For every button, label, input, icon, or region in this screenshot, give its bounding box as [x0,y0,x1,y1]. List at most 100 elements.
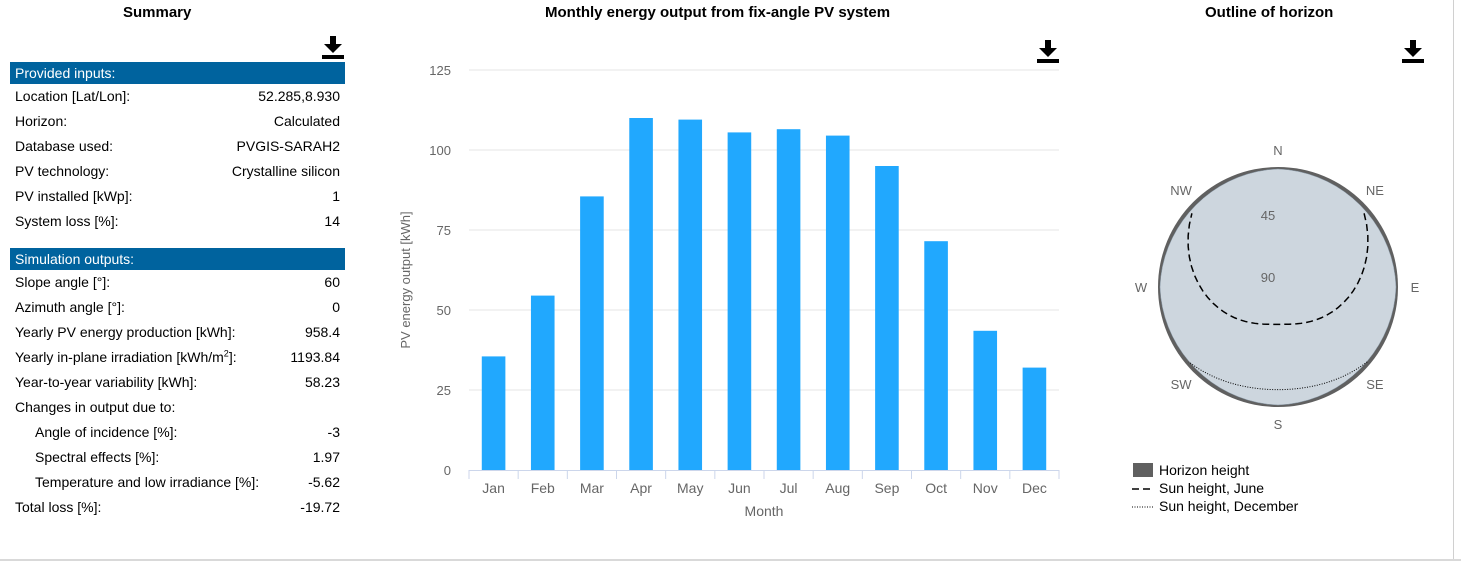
panel-border-right [1453,0,1454,560]
summary-row: Horizon: Calculated [10,109,345,134]
summary-row-value: 14 [324,213,340,229]
y-tick-label: 75 [437,223,451,238]
summary-row: Changes in output due to: [10,395,345,420]
summary-row: Yearly in-plane irradiation [kWh/m2]: 119… [10,345,345,370]
summary-row-label: PV technology: [15,163,110,179]
summary-row-label: Angle of incidence [%]: [35,424,178,440]
summary-row-label: Horizon: [15,113,68,129]
summary-panel: Provided inputs: Location [Lat/Lon]: 52.2… [10,62,345,520]
summary-row: PV technology: Crystalline silicon [10,159,345,184]
summary-download-button[interactable] [322,36,344,60]
horizon-download-button[interactable] [1402,40,1424,64]
summary-row: Location [Lat/Lon]: 52.285,8.930 [10,84,345,109]
summary-row-label: PV installed [kWp]: [15,188,133,204]
summary-row: Yearly PV energy production [kWh]: 958.4 [10,320,345,345]
y-axis-title: PV energy output [kWh] [398,211,413,348]
x-tick-label: Sep [874,480,899,496]
summary-row-value: -5.62 [308,474,340,490]
summary-row-label: Location [Lat/Lon]: [15,88,131,104]
download-icon [322,36,344,59]
summary-row: Year-to-year variability [kWh]: 58.23 [10,370,345,395]
summary-row-label: Total loss [%]: [15,499,102,515]
horizon-polar-chart: N NE E SE S SW W NW 45 90 [1135,143,1420,432]
chart-title: Monthly energy output from fix-angle PV … [545,4,891,21]
bar [481,356,506,470]
x-tick-label: Jul [780,480,798,496]
y-tick-label: 50 [437,303,451,318]
x-axis-title: Month [745,503,784,519]
bar-chart: 0 25 50 75 100 125 Jan Feb Mar Apr May Jun Jul Aug Sep… [398,63,1060,519]
y-tick-label: 100 [429,143,451,158]
summary-row-label: Year-to-year variability [kWh]: [15,374,198,390]
summary-row-label: Database used: [15,138,114,154]
inputs-header: Provided inputs: [10,62,345,84]
summary-row-value: -19.72 [300,499,340,515]
summary-row: Temperature and low irradiance [%]: -5.62 [10,470,345,495]
summary-row-value: 52.285,8.930 [258,88,340,104]
direction-label: S [1274,417,1283,432]
bar [924,241,948,470]
legend-swatch-december [1132,499,1154,513]
bar [580,196,604,470]
legend-swatch-june [1132,481,1154,495]
summary-row-value: 58.23 [304,374,340,390]
x-tick-label: Mar [580,480,604,496]
bar [825,135,850,470]
summary-row-label: Yearly PV energy production [kWh]: [15,324,236,340]
bar [1022,367,1047,470]
bar [530,295,555,470]
y-tick-label: 125 [429,63,451,78]
summary-row-label: Temperature and low irradiance [%]: [35,474,260,490]
sun-path-december [1188,361,1368,391]
legend-swatch-horizon [1132,463,1154,477]
summary-row-value: PVGIS-SARAH2 [236,138,340,154]
x-tick-label: Jan [482,480,505,496]
summary-row: PV installed [kWp]: 1 [10,184,345,209]
direction-label: W [1135,280,1148,295]
horizon-title: Outline of horizon [1205,4,1334,21]
x-tick-label: Nov [973,480,998,496]
label-superscript: 2 [223,348,229,359]
bar [629,118,653,470]
download-icon [1037,40,1059,63]
summary-row: Azimuth angle [°]: 0 [10,295,345,320]
summary-row-value: 1193.84 [290,349,340,365]
summary-row-value: 60 [324,274,340,290]
summary-row-value: -3 [327,424,340,440]
bar [973,330,998,470]
outputs-header: Simulation outputs: [10,248,345,270]
radial-label: 90 [1261,270,1275,285]
direction-label: SE [1366,377,1384,392]
chart-download-button[interactable] [1037,40,1059,64]
sun-path-june [1187,213,1369,326]
summary-row-value: Crystalline silicon [231,163,340,179]
summary-row-value: 958.4 [304,324,340,340]
bar [727,132,752,470]
summary-row-value: 0 [332,299,340,315]
radial-label: 45 [1261,208,1275,223]
summary-row-label: Yearly in-plane irradiation [kWh/m2]: [15,345,237,370]
x-tick-label: Dec [1022,480,1047,496]
x-tick-label: May [677,480,703,496]
direction-label: E [1411,280,1420,295]
summary-row-label: Slope angle [°]: [15,274,111,290]
direction-label: SW [1171,377,1193,392]
legend-label-june: Sun height, June [1159,480,1265,496]
summary-row-value: 1.97 [312,449,340,465]
summary-row: Slope angle [°]: 60 [10,270,345,295]
direction-label: NE [1366,183,1384,198]
direction-label: NW [1170,183,1192,198]
direction-label: N [1273,143,1282,158]
y-tick-label: 25 [437,383,451,398]
horizon-sky-area [1159,168,1397,406]
label-text-end: ]: [228,349,237,365]
summary-row-label: System loss [%]: [15,213,119,229]
x-tick-label: Jun [728,480,751,496]
download-icon [1402,40,1424,63]
summary-row: Spectral effects [%]: 1.97 [10,445,345,470]
summary-row: Angle of incidence [%]: -3 [10,420,345,445]
y-tick-label: 0 [444,463,451,478]
summary-row-label: Changes in output due to: [15,399,176,415]
x-tick-label: Apr [630,480,652,496]
x-tick-label: Feb [531,480,555,496]
